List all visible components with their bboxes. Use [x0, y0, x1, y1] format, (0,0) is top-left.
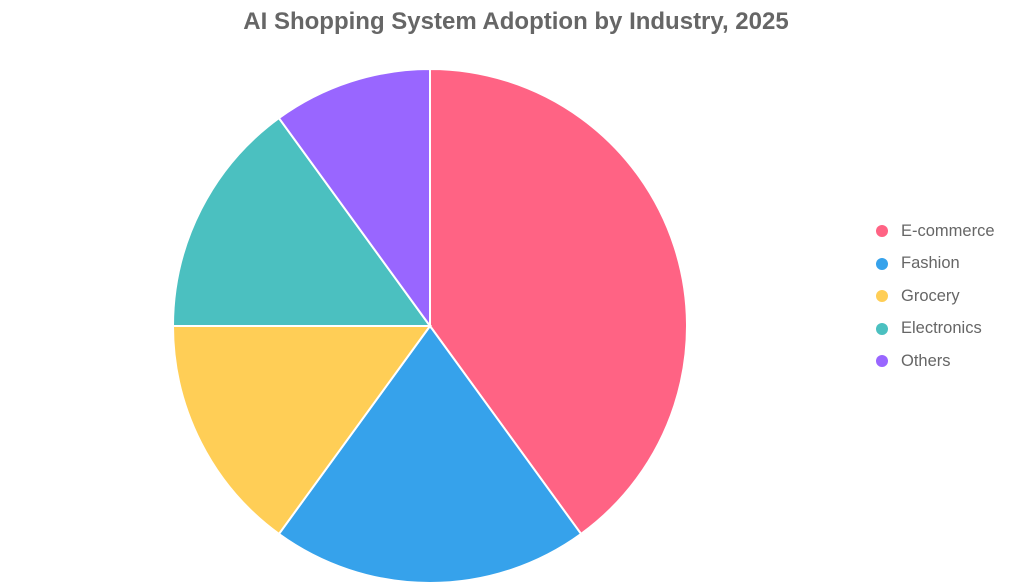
legend-label: Others [901, 351, 951, 370]
legend-label: Grocery [901, 286, 960, 305]
pie-slices [171, 67, 688, 584]
legend-item[interactable]: Electronics [876, 313, 995, 346]
legend-item[interactable]: E-commerce [876, 215, 995, 248]
legend-swatch [876, 322, 888, 335]
legend-item[interactable]: Fashion [876, 248, 995, 281]
pie-slice-fashion[interactable] [277, 324, 583, 584]
legend-label: Electronics [901, 319, 982, 338]
pie-slice-e-commerce[interactable] [429, 67, 688, 536]
legend-swatch [876, 355, 888, 368]
legend: E-commerce Fashion Grocery Electronics O… [876, 215, 995, 378]
legend-item[interactable]: Others [876, 345, 995, 378]
legend-swatch [876, 257, 888, 270]
pie-slice-grocery[interactable] [171, 325, 432, 536]
legend-item[interactable]: Grocery [876, 280, 995, 313]
pie-slice-electronics[interactable] [171, 116, 432, 327]
chart-title: AI Shopping System Adoption by Industry,… [243, 8, 789, 35]
legend-swatch [876, 290, 888, 303]
pie-slice-others[interactable] [277, 67, 431, 330]
legend-swatch [876, 225, 888, 238]
legend-label: Fashion [901, 254, 960, 273]
legend-label: E-commerce [901, 221, 995, 240]
